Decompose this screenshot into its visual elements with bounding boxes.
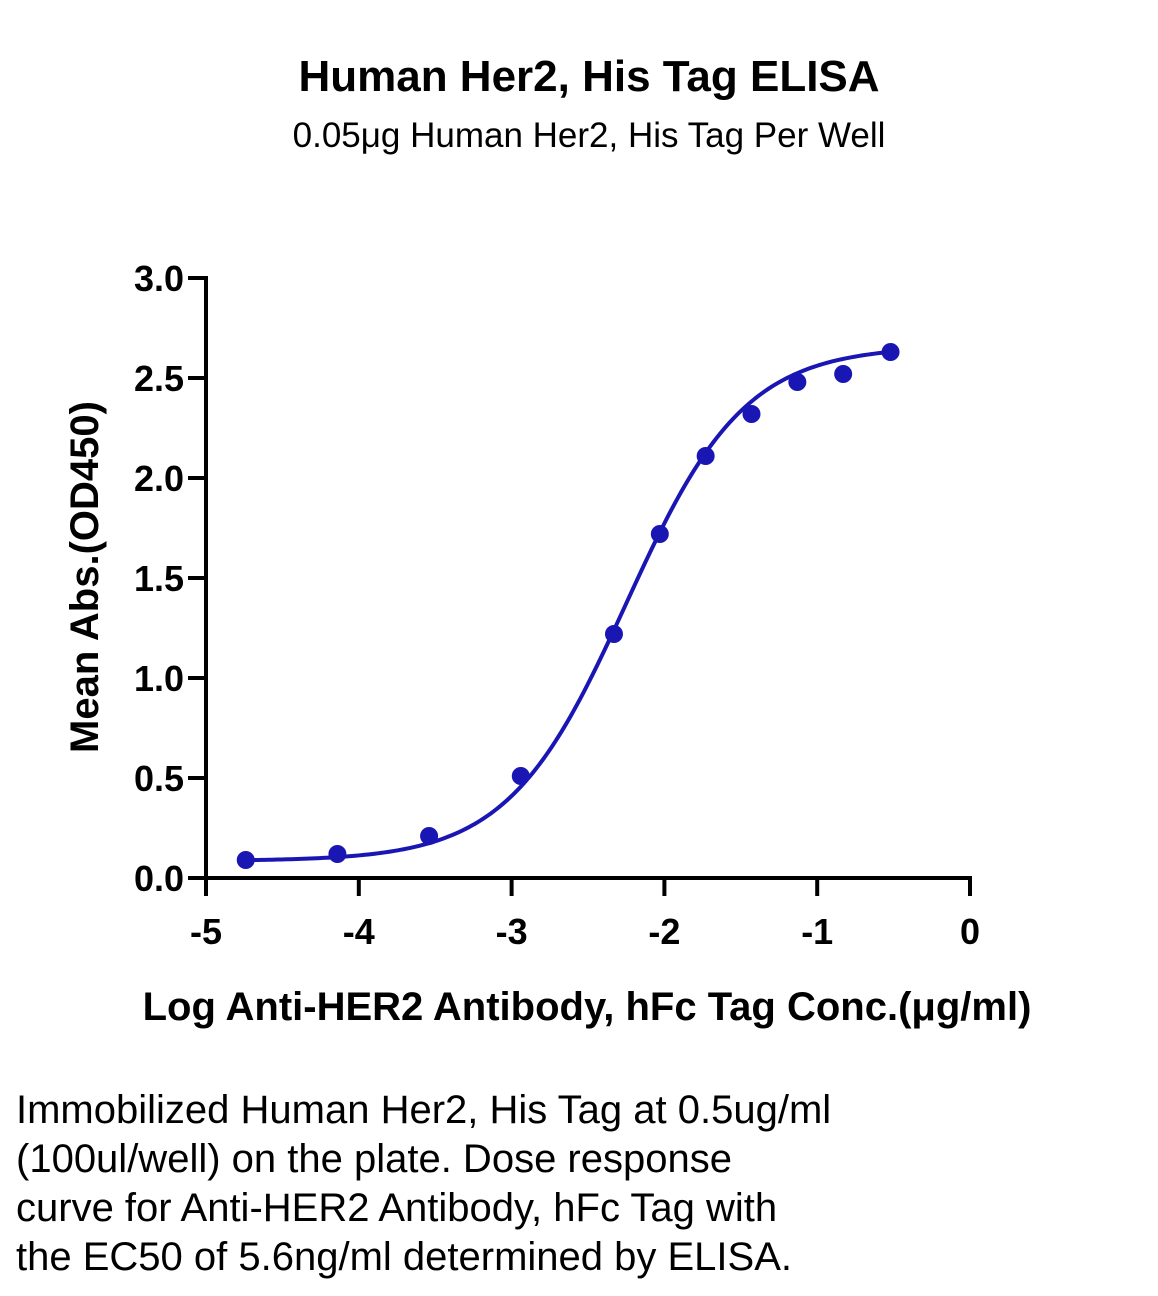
y-tick-label: 1.0 (134, 658, 184, 699)
x-axis-label: Log Anti-HER2 Antibody, hFc Tag Conc.(μg… (143, 985, 1032, 1029)
x-tick-label: -2 (648, 911, 680, 952)
x-tick-label: -3 (496, 911, 528, 952)
y-tick-label: 0.5 (134, 758, 184, 799)
y-tick-label: 2.5 (134, 358, 184, 399)
fit-curve (243, 349, 893, 863)
figure-caption: Immobilized Human Her2, His Tag at 0.5ug… (16, 1086, 1116, 1282)
x-tick-label: -5 (190, 911, 222, 952)
y-tick-label: 0.0 (134, 858, 184, 899)
data-point (742, 405, 761, 423)
data-point (328, 845, 347, 863)
x-tick-label: -4 (343, 911, 375, 952)
data-point (881, 343, 900, 361)
data-point (420, 827, 439, 845)
data-point (650, 525, 669, 543)
chart-title: Human Her2, His Tag ELISA (298, 52, 880, 101)
data-point (236, 851, 255, 869)
data-point (834, 365, 853, 383)
y-tick-label: 3.0 (134, 258, 184, 299)
caption-line: Immobilized Human Her2, His Tag at 0.5ug… (16, 1088, 832, 1132)
data-point (511, 767, 530, 785)
axes: 0.0 0.5 1.0 1.5 2.0 2.5 3.0 -5 -4 -3 -2 -1 0 (134, 258, 980, 952)
chart: 0.0 0.5 1.0 1.5 2.0 2.5 3.0 -5 -4 -3 -2 -1 0 Mean Ab… (63, 258, 1032, 1029)
y-tick-label: 1.5 (134, 558, 184, 599)
caption-line: (100ul/well) on the plate. Dose response (16, 1137, 732, 1181)
y-axis-label: Mean Abs.(OD450) (63, 401, 107, 753)
data-point (604, 625, 623, 643)
x-tick-label: -1 (801, 911, 833, 952)
data-points-layer (236, 343, 900, 869)
caption-line: curve for Anti-HER2 Antibody, hFc Tag wi… (16, 1186, 778, 1230)
caption-line: the EC50 of 5.6ng/ml determined by ELISA… (16, 1235, 792, 1279)
y-tick-label: 2.0 (134, 458, 184, 499)
fit-curve-layer (243, 349, 893, 863)
chart-subtitle: 0.05μg Human Her2, His Tag Per Well (292, 116, 886, 155)
x-tick-label: 0 (960, 911, 980, 952)
data-point (788, 373, 807, 391)
data-point (696, 447, 715, 465)
